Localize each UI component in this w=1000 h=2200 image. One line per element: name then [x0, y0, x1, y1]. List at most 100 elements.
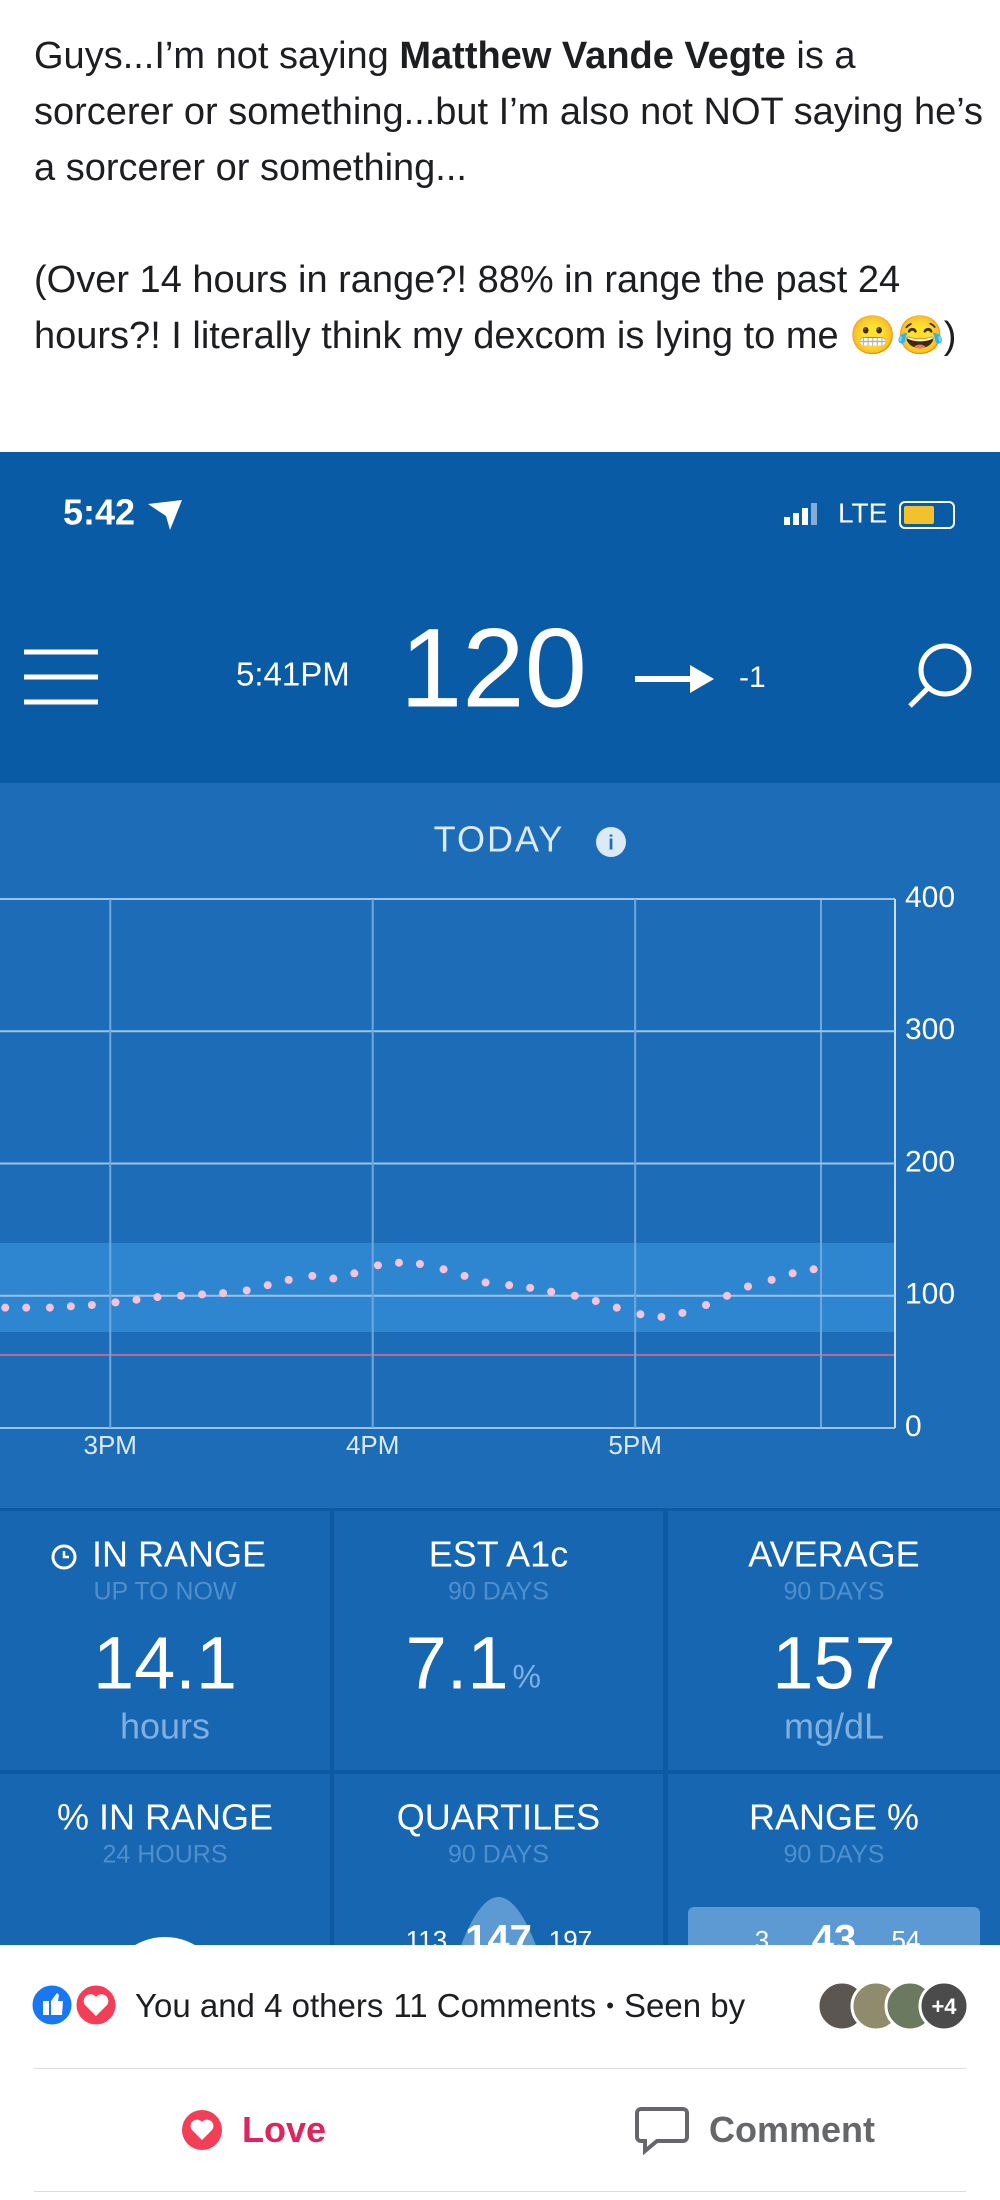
glucose-point [702, 1301, 711, 1310]
glucose-point [350, 1269, 359, 1278]
glucose-point [329, 1274, 338, 1283]
love-button-icon [182, 2110, 222, 2150]
glucose-point [45, 1303, 54, 1312]
search-icon[interactable] [908, 643, 972, 708]
tile-value: 14.1 [93, 1622, 237, 1705]
comment-button[interactable]: Comment [635, 2105, 875, 2155]
post-text: is a sorcerer or something...but I’m als… [34, 35, 984, 189]
battery-level [904, 506, 934, 524]
tile-unit: hours [120, 1706, 210, 1747]
battery [899, 501, 955, 529]
info-icon-glyph: i [608, 832, 614, 854]
y-tick-label: 300 [905, 1013, 955, 1046]
glucose-point [723, 1291, 732, 1300]
glucose-point [263, 1281, 272, 1290]
glucose-point [678, 1308, 687, 1317]
tile-value: 197 [549, 1925, 592, 1945]
tile-value: 43 [812, 1918, 857, 1945]
tile [0, 1774, 330, 1945]
tile-title: % IN RANGE [57, 1797, 273, 1838]
clock-icon [62, 1551, 69, 1559]
glucose-point [177, 1291, 186, 1300]
y-tick-label: 200 [905, 1145, 955, 1178]
glucose-point [153, 1293, 162, 1302]
like-glyph [43, 2001, 49, 2015]
status-time: 5:42 [63, 492, 135, 533]
reading-time: 5:41PM [236, 656, 350, 693]
tile-title: QUARTILES [397, 1797, 600, 1838]
chart-title: TODAY [434, 819, 565, 860]
tile-title: AVERAGE [748, 1534, 919, 1575]
tile-subtitle: 24 HOURS [102, 1841, 227, 1869]
glucose-point [547, 1287, 556, 1296]
glucose-value: 120 [400, 606, 587, 731]
trend-arrow [635, 665, 714, 693]
tile-title: RANGE % [749, 1797, 919, 1838]
tile [0, 1511, 330, 1770]
glucose-point [415, 1260, 424, 1269]
glucose-point [636, 1310, 645, 1319]
glucose-point [373, 1261, 382, 1270]
glucose-point [788, 1269, 797, 1278]
tile-title: EST A1c [429, 1534, 568, 1575]
info-icon[interactable] [596, 827, 626, 857]
glucose-point [767, 1275, 776, 1284]
tile-value: 157 [772, 1622, 895, 1705]
glucose-point [612, 1303, 621, 1312]
divider [34, 2191, 966, 2192]
range-bar [688, 1907, 980, 1945]
x-tick-label: 3PM [84, 1430, 137, 1460]
seen-avatars: +4 [816, 1980, 970, 2032]
tile-subtitle: UP TO NOW [93, 1578, 236, 1606]
glucose-point [526, 1283, 535, 1292]
menu-icon[interactable] [24, 649, 98, 705]
glucose-point [87, 1301, 96, 1310]
tile-value: 147 [465, 1918, 532, 1945]
love-button[interactable]: Love [180, 2105, 326, 2155]
tile-value: 54 [892, 1925, 921, 1945]
glucose-point [66, 1302, 75, 1311]
glucose-point [1, 1303, 10, 1312]
love-label: Love [242, 2109, 327, 2150]
chart-bg [0, 783, 1000, 1508]
love-glyph [83, 1994, 109, 2016]
plot: 0 100 200 300 400 3PM 4PM 5PM [0, 881, 955, 1460]
glucose-point [809, 1265, 818, 1274]
glucose-point [439, 1265, 448, 1274]
glucose-point [505, 1281, 514, 1290]
glucose-point [394, 1258, 403, 1267]
post-paragraph: Guys...I’m not saying Matthew Vande Vegt… [34, 28, 984, 196]
tile [668, 1511, 1000, 1770]
tile-value: 113 [406, 1925, 447, 1945]
tile-value: 7.1 [406, 1622, 509, 1705]
glucose-point [132, 1295, 141, 1304]
glucose-point [198, 1290, 207, 1299]
location-icon [148, 500, 182, 530]
signal-icon [784, 503, 817, 525]
glucose-point [308, 1271, 317, 1280]
tile-subtitle: 90 DAYS [448, 1841, 549, 1869]
mention[interactable]: Matthew Vande Vegte [399, 35, 786, 77]
tile-subtitle: 90 DAYS [784, 1841, 885, 1869]
reactions-count[interactable]: You and 4 others [135, 1987, 384, 2024]
comment-button-icon [635, 2107, 689, 2155]
glucose-point [657, 1312, 666, 1321]
glucose-point [284, 1275, 293, 1284]
comment-label: Comment [709, 2109, 876, 2150]
glucose-point [111, 1298, 120, 1307]
x-tick-label: 4PM [346, 1430, 399, 1460]
glucose-point [570, 1291, 579, 1300]
comments-count[interactable]: 11 Comments [393, 1987, 597, 2024]
post: Guys...I’m not saying Matthew Vande Vegt… [34, 28, 984, 420]
y-tick-label: 0 [905, 1410, 922, 1443]
footer: You and 4 others 11 Comments • Seen by +… [0, 1945, 1000, 2200]
post-text: Guys...I’m not saying [34, 35, 400, 77]
separator: • [606, 1993, 614, 2018]
dexcom-screenshot: 5:42 LTE 5:41PM 120 -1 TODAY i IN RANGE U… [0, 452, 1000, 1945]
glucose-point [744, 1282, 753, 1291]
y-tick-label: 400 [905, 881, 955, 914]
reaction-icons [30, 1982, 119, 2028]
seen-by[interactable]: Seen by [624, 1987, 746, 2024]
y-tick-label: 100 [905, 1278, 955, 1311]
